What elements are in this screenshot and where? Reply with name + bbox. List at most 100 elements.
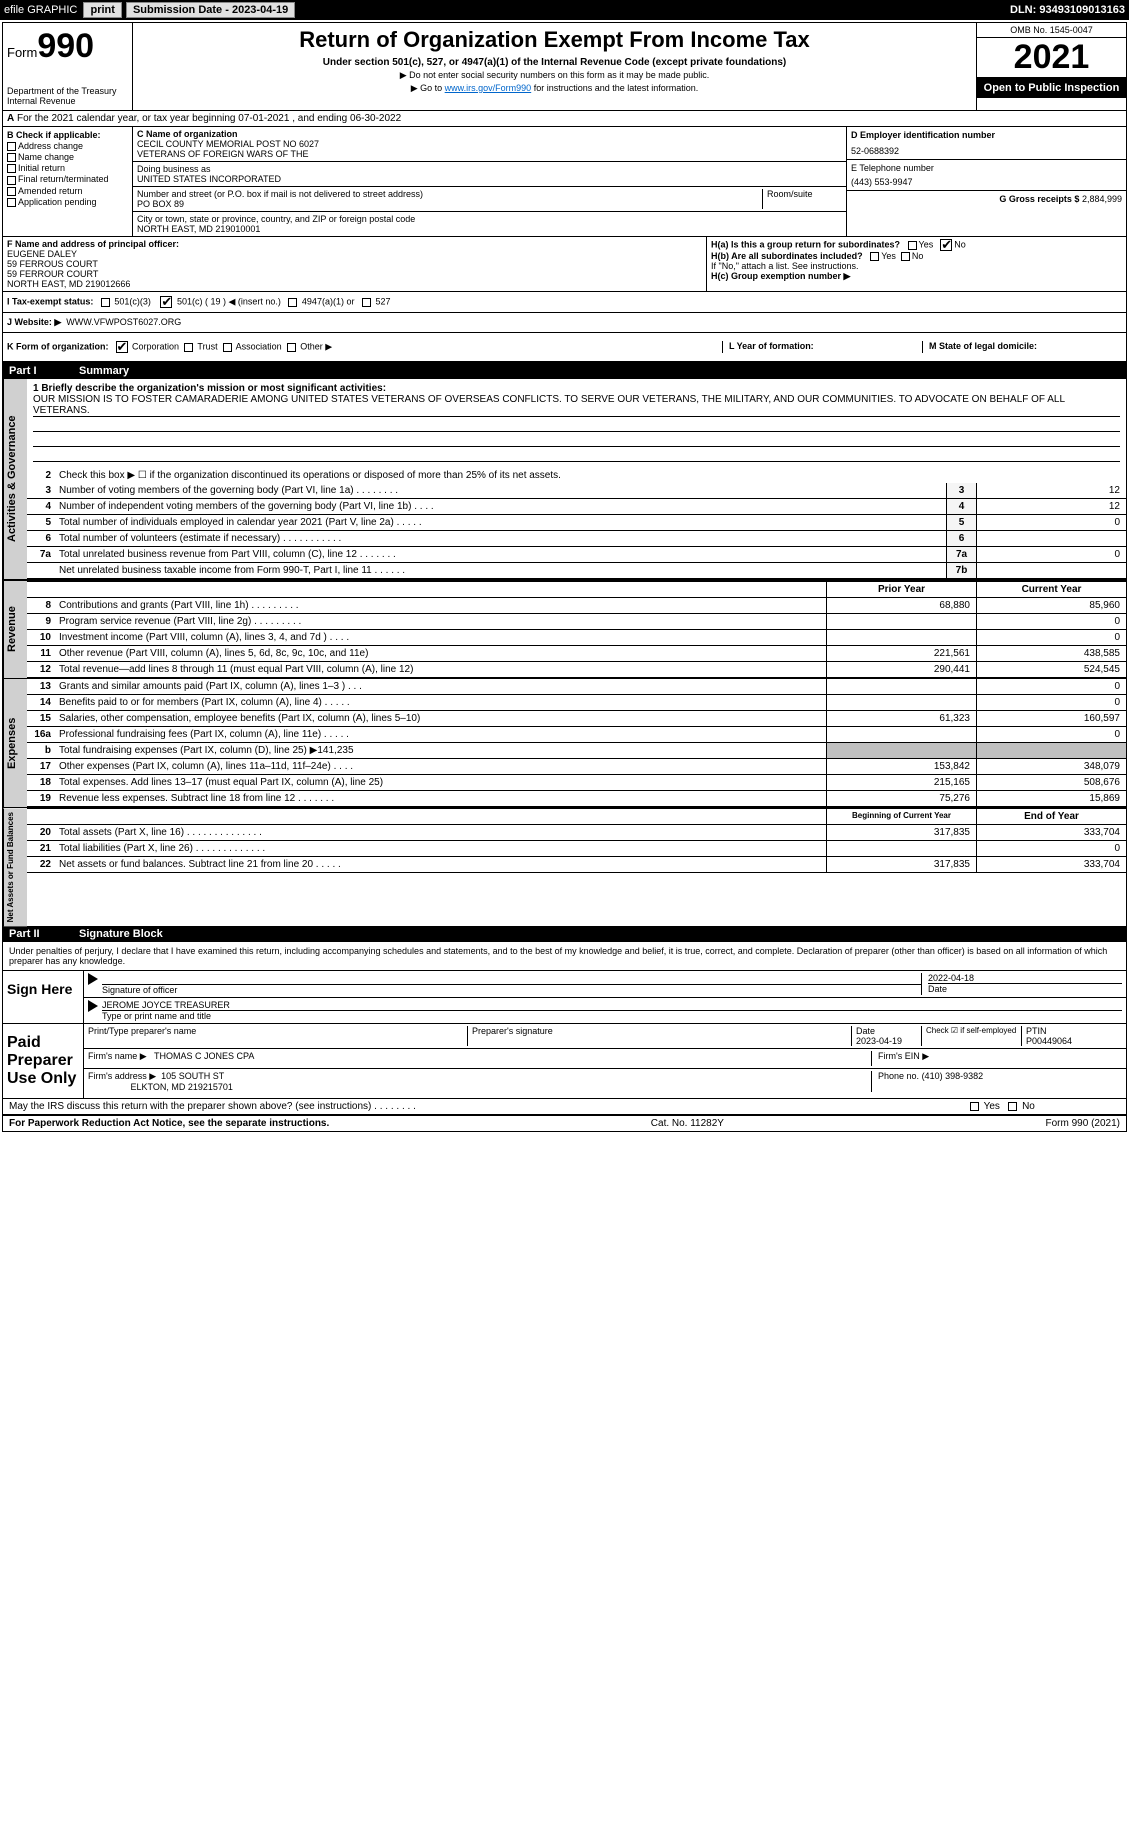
print-button[interactable]: print: [83, 2, 121, 18]
current-value: 0: [976, 727, 1126, 742]
current-value: 0: [976, 614, 1126, 629]
tax-year: 2021: [977, 38, 1126, 78]
dba: UNITED STATES INCORPORATED: [137, 174, 842, 184]
form-title: Return of Organization Exempt From Incom…: [141, 27, 968, 53]
dln: DLN: 93493109013163: [1010, 4, 1125, 16]
ein: 52-0688392: [851, 146, 1122, 156]
cb-amended[interactable]: [7, 187, 16, 196]
cb-501c[interactable]: [160, 296, 172, 308]
part2-header: Part II Signature Block: [3, 926, 1126, 942]
prior-value: 221,561: [826, 646, 976, 661]
current-value: 348,079: [976, 759, 1126, 774]
firm-phone: (410) 398-9382: [922, 1071, 984, 1081]
cb-corp[interactable]: [116, 341, 128, 353]
current-value: 0: [976, 630, 1126, 645]
cb-final[interactable]: [7, 176, 16, 185]
hb-yes[interactable]: [870, 252, 879, 261]
officer-name-title: JEROME JOYCE TREASURER: [102, 1000, 1122, 1011]
part1-header: Part I Summary: [3, 363, 1126, 379]
open-inspection: Open to Public Inspection: [977, 78, 1126, 98]
current-value: 0: [976, 679, 1126, 694]
form-subtitle: Under section 501(c), 527, or 4947(a)(1)…: [141, 57, 968, 68]
prior-value: 215,165: [826, 775, 976, 790]
prior-value: 317,835: [826, 825, 976, 840]
form-number: 990: [37, 27, 94, 65]
ha-yes[interactable]: [908, 241, 917, 250]
prior-value: [826, 679, 976, 694]
arrow-icon: [88, 1000, 98, 1012]
ptin: P00449064: [1026, 1036, 1118, 1046]
discuss-no[interactable]: [1008, 1102, 1017, 1111]
cb-pending[interactable]: [7, 198, 16, 207]
perjury-statement: Under penalties of perjury, I declare th…: [3, 942, 1126, 971]
prior-value: [826, 695, 976, 710]
current-value: 438,585: [976, 646, 1126, 661]
form-ref: Form 990 (2021): [1046, 1118, 1120, 1129]
paperwork-notice: For Paperwork Reduction Act Notice, see …: [9, 1118, 329, 1129]
current-value: 0: [976, 695, 1126, 710]
current-value: 333,704: [976, 825, 1126, 840]
row-fh: F Name and address of principal officer:…: [3, 237, 1126, 292]
vtab-revenue: Revenue: [3, 581, 27, 678]
current-value: 15,869: [976, 791, 1126, 806]
firm-addr2: ELKTON, MD 219215701: [131, 1082, 233, 1092]
prep-date: 2023-04-19: [856, 1036, 917, 1046]
irs-link[interactable]: www.irs.gov/Form990: [445, 83, 532, 93]
form-word: Form: [7, 45, 37, 60]
arrow-icon: [88, 973, 98, 985]
ha-no[interactable]: [940, 239, 952, 251]
current-value: 524,545: [976, 662, 1126, 677]
prior-value: 75,276: [826, 791, 976, 806]
org-name-2: VETERANS OF FOREIGN WARS OF THE: [137, 149, 842, 159]
efile-label: efile GRAPHIC: [4, 4, 77, 16]
current-value: [976, 743, 1126, 758]
street: PO BOX 89: [137, 199, 762, 209]
mission-text: OUR MISSION IS TO FOSTER CAMARADERIE AMO…: [33, 394, 1120, 417]
ag-value: [976, 531, 1126, 546]
sign-here-label: Sign Here: [3, 971, 83, 1023]
prior-value: [826, 614, 976, 629]
prior-value: [826, 727, 976, 742]
cb-trust[interactable]: [184, 343, 193, 352]
hb-no[interactable]: [901, 252, 910, 261]
website: WWW.VFWPOST6027.ORG: [66, 317, 181, 328]
submission-date[interactable]: Submission Date - 2023-04-19: [126, 2, 295, 18]
row-a: A For the 2021 calendar year, or tax yea…: [3, 111, 1126, 127]
dept: Department of the Treasury: [7, 86, 128, 96]
cb-initial[interactable]: [7, 164, 16, 173]
prior-value: 153,842: [826, 759, 976, 774]
header-center: Return of Organization Exempt From Incom…: [133, 23, 976, 110]
block-bcd: B Check if applicable: Address change Na…: [3, 127, 1126, 237]
gross-receipts: 2,884,999: [1082, 194, 1122, 204]
ag-value: [976, 563, 1126, 578]
current-value: 0: [976, 841, 1126, 856]
page-footer: For Paperwork Reduction Act Notice, see …: [3, 1115, 1126, 1131]
cb-address[interactable]: [7, 142, 16, 151]
ag-value: 12: [976, 483, 1126, 498]
vtab-net: Net Assets or Fund Balances: [3, 808, 27, 926]
cb-other[interactable]: [287, 343, 296, 352]
prior-value: [826, 630, 976, 645]
note-ssn: ▶ Do not enter social security numbers o…: [141, 70, 968, 81]
omb: OMB No. 1545-0047: [977, 23, 1126, 38]
irs: Internal Revenue: [7, 96, 128, 106]
form-container: Form990 Department of the Treasury Inter…: [2, 22, 1127, 1132]
cb-527[interactable]: [362, 298, 371, 307]
discuss-yes[interactable]: [970, 1102, 979, 1111]
col-d: D Employer identification number 52-0688…: [846, 127, 1126, 236]
current-value: 508,676: [976, 775, 1126, 790]
cb-name[interactable]: [7, 153, 16, 162]
ag-value: 12: [976, 499, 1126, 514]
prior-value: 290,441: [826, 662, 976, 677]
city-state: NORTH EAST, MD 219010001: [137, 224, 842, 234]
paid-preparer-label: Paid Preparer Use Only: [3, 1024, 83, 1098]
cb-501c3[interactable]: [101, 298, 110, 307]
form-header: Form990 Department of the Treasury Inter…: [3, 23, 1126, 111]
cb-assoc[interactable]: [223, 343, 232, 352]
cb-4947[interactable]: [288, 298, 297, 307]
phone: (443) 553-9947: [851, 177, 1122, 187]
prior-value: [826, 841, 976, 856]
prior-value: [826, 743, 976, 758]
vtab-ag: Activities & Governance: [3, 379, 27, 579]
cat-no: Cat. No. 11282Y: [651, 1118, 724, 1129]
